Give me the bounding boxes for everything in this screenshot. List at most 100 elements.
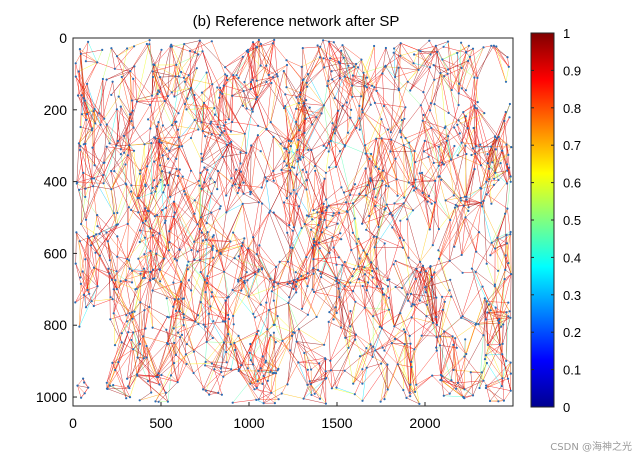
network-node	[196, 250, 199, 253]
network-node	[177, 298, 180, 301]
network-edge	[313, 291, 340, 298]
network-edge	[504, 120, 509, 155]
network-edge	[471, 232, 480, 269]
network-node	[407, 181, 410, 184]
network-node	[361, 382, 364, 385]
network-node	[216, 86, 219, 89]
network-edge	[199, 259, 225, 273]
network-edge	[296, 341, 305, 354]
network-edge	[142, 336, 152, 393]
network-edge	[173, 201, 175, 259]
network-edge	[489, 170, 508, 180]
network-node	[160, 373, 163, 377]
network-node	[312, 209, 315, 212]
network-node	[175, 167, 178, 171]
network-node	[380, 362, 383, 365]
network-edge	[330, 140, 346, 146]
network-node	[497, 269, 500, 272]
network-node	[298, 205, 301, 208]
network-node	[403, 117, 406, 120]
network-edge	[175, 354, 194, 374]
network-node	[138, 229, 142, 232]
network-node	[402, 144, 405, 147]
network-node	[292, 226, 295, 229]
network-node	[232, 231, 235, 234]
network-node	[290, 140, 293, 143]
network-node	[375, 89, 378, 92]
network-edge	[171, 87, 192, 93]
network-edge	[200, 217, 231, 242]
network-edge	[223, 241, 231, 272]
network-node	[222, 124, 226, 127]
network-node	[187, 279, 190, 282]
network-edge	[217, 171, 227, 213]
network-edge	[248, 212, 270, 249]
network-node	[443, 300, 446, 303]
network-edge	[469, 56, 475, 78]
network-edge	[96, 49, 103, 63]
network-node	[364, 194, 367, 197]
network-edge	[166, 148, 177, 160]
network-node	[110, 47, 113, 50]
network-edge	[127, 207, 130, 260]
network-edge	[79, 241, 81, 278]
network-node	[126, 257, 129, 261]
network-node	[464, 216, 467, 219]
network-edge	[419, 140, 426, 174]
network-edge	[332, 79, 353, 98]
network-edge	[362, 85, 366, 113]
network-edge	[161, 142, 164, 156]
network-edge	[149, 280, 153, 328]
network-edge	[366, 87, 376, 104]
network-edge	[347, 211, 357, 244]
network-node	[144, 219, 147, 222]
network-edge	[328, 41, 346, 77]
network-edge	[375, 158, 396, 198]
network-node	[103, 117, 106, 120]
network-node	[435, 336, 438, 339]
network-edge	[340, 286, 345, 328]
network-node	[199, 301, 202, 304]
colorbar-axis: 00.10.20.30.40.50.60.70.80.91	[531, 26, 581, 415]
network-edge	[358, 238, 384, 295]
network-edge	[440, 73, 449, 113]
network-edge	[186, 343, 213, 364]
network-edge	[376, 138, 392, 140]
network-edge	[298, 328, 325, 346]
network-node	[193, 51, 196, 54]
colorbar-tick-label: 1	[563, 26, 570, 41]
network-edge	[306, 67, 325, 83]
network-node	[479, 164, 483, 167]
network-node	[424, 286, 427, 289]
network-node	[200, 231, 203, 234]
network-node	[90, 129, 93, 132]
network-edge	[269, 212, 289, 262]
network-edge	[376, 286, 390, 298]
network-node	[90, 177, 93, 180]
network-edge	[273, 180, 288, 199]
network-edge	[491, 176, 511, 204]
network-node	[111, 298, 114, 301]
network-node	[483, 358, 487, 361]
network-edge	[281, 393, 304, 399]
network-edge	[305, 105, 325, 119]
network-edge	[256, 333, 278, 371]
network-edge	[422, 165, 439, 194]
y-tick-label: 600	[44, 245, 68, 261]
network-edge	[111, 155, 129, 172]
network-edge	[295, 121, 312, 151]
network-edge	[313, 205, 329, 211]
network-edge	[225, 56, 244, 68]
network-node	[161, 124, 164, 127]
network-edge	[166, 328, 175, 344]
network-node	[324, 370, 327, 373]
network-node	[212, 234, 215, 237]
network-node	[332, 246, 335, 249]
network-edge	[400, 132, 415, 152]
network-edge	[256, 212, 270, 255]
network-edge	[328, 205, 348, 213]
network-edge	[504, 213, 506, 256]
network-edge	[343, 153, 372, 193]
network-node	[249, 88, 252, 91]
network-edge	[144, 254, 153, 291]
